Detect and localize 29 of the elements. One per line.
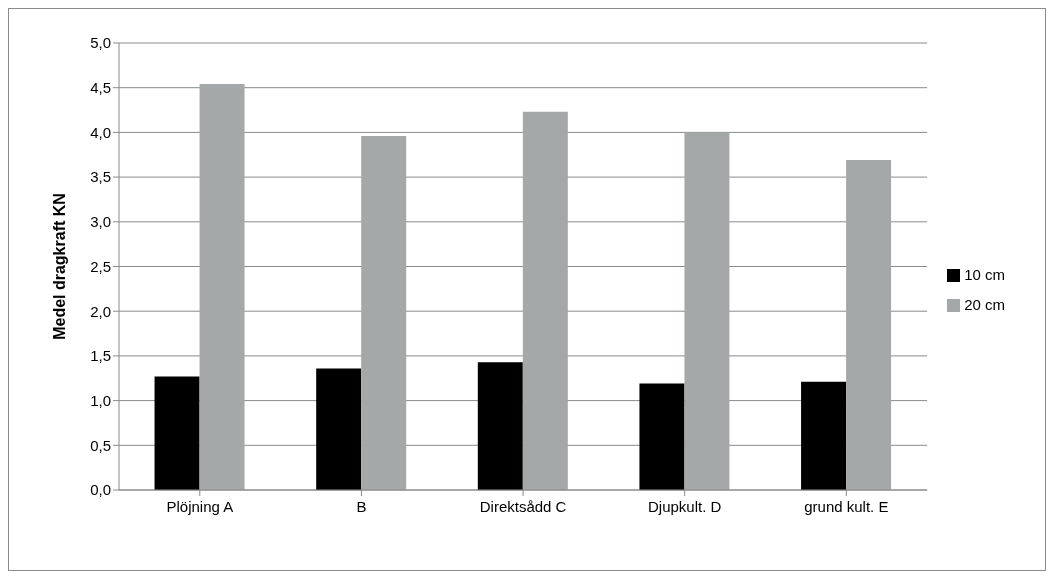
- bar: [522, 111, 568, 490]
- legend-label: 10 cm: [964, 265, 1005, 283]
- bar: [199, 84, 245, 490]
- y-tick-label: 2,0: [90, 302, 111, 320]
- y-axis-title: Medel dragkraft KN: [50, 193, 68, 340]
- legend-label: 20 cm: [964, 295, 1005, 313]
- y-tick-label: 2,5: [90, 257, 111, 275]
- bar: [316, 368, 362, 490]
- bar: [477, 362, 523, 490]
- y-tick-label: 1,0: [90, 391, 111, 409]
- y-tick-label: 4,0: [90, 123, 111, 141]
- bar: [801, 381, 847, 490]
- bar: [361, 135, 407, 490]
- y-tick-label: 0,0: [90, 481, 111, 499]
- y-tick-label: 1,5: [90, 347, 111, 365]
- y-tick-label: 0,5: [90, 436, 111, 454]
- y-tick-label: 5,0: [90, 34, 111, 52]
- bar: [684, 132, 730, 490]
- x-tick-label: B: [356, 498, 367, 515]
- x-tick-label: Direktsådd C: [479, 498, 567, 515]
- x-tick-label: Djupkult. D: [648, 498, 722, 515]
- bar: [846, 160, 892, 490]
- y-tick-label: 4,5: [90, 79, 111, 97]
- bar: [154, 376, 200, 490]
- x-tick-label: grund kult. E: [804, 498, 889, 515]
- y-tick-label: 3,0: [90, 213, 111, 231]
- y-tick-label: 3,5: [90, 168, 111, 186]
- bar: [639, 383, 685, 490]
- x-tick-label: Plöjning A: [166, 498, 234, 515]
